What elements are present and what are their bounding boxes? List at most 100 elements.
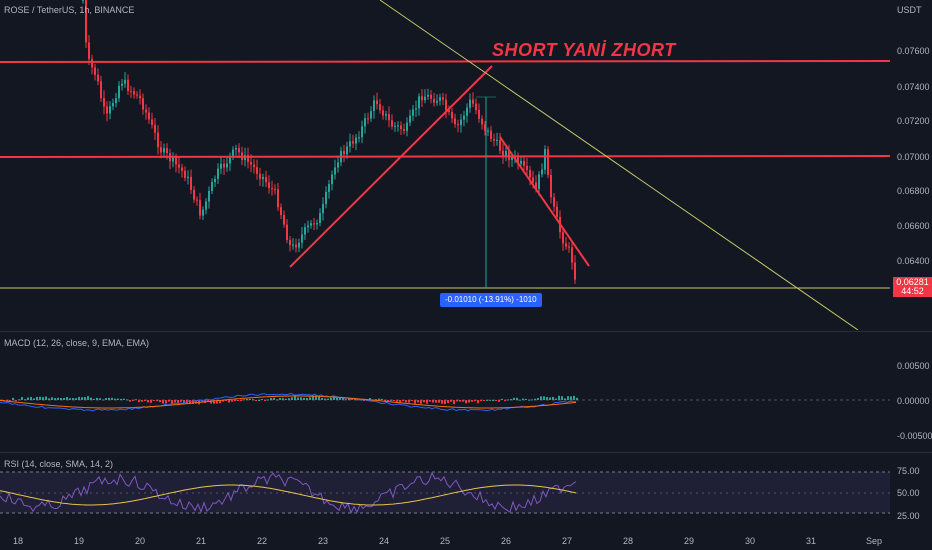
- macd-bar: [453, 400, 455, 405]
- time-label: 30: [744, 536, 756, 546]
- candle-body: [301, 234, 303, 243]
- macd-bar: [93, 398, 95, 400]
- macd-bar: [486, 399, 488, 401]
- macd-bar: [480, 400, 482, 401]
- macd-bar: [378, 398, 380, 400]
- macd-bar: [321, 398, 323, 400]
- rsi-ma-line: [0, 484, 577, 506]
- macd-bar: [87, 396, 89, 400]
- macd-bar: [288, 398, 290, 400]
- candle-body: [472, 99, 474, 104]
- macd-bar: [552, 396, 554, 400]
- macd-bar: [411, 400, 413, 402]
- annotation-text[interactable]: SHORT YANİ ZHORT: [492, 40, 676, 60]
- macd-bar: [294, 396, 296, 400]
- macd-bar: [12, 397, 14, 400]
- candle-body: [457, 124, 459, 126]
- candle-body: [151, 119, 153, 125]
- macd-bar: [474, 400, 476, 402]
- macd-bar: [207, 400, 209, 402]
- candle-body: [436, 100, 438, 103]
- macd-pane[interactable]: MACD (12, 26, close, 9, EMA, EMA) 0.0050…: [0, 332, 932, 452]
- macd-bar: [426, 400, 428, 404]
- candle-body: [463, 115, 465, 120]
- macd-bar: [123, 398, 125, 400]
- resistance-line-upper: [0, 60, 891, 63]
- candle-body: [121, 83, 123, 86]
- macd-bar: [243, 399, 245, 401]
- macd-bar: [441, 400, 443, 404]
- time-label: 24: [378, 536, 390, 546]
- macd-bar: [300, 397, 302, 400]
- macd-bar: [501, 398, 503, 400]
- macd-bar: [408, 400, 410, 403]
- macd-bar: [291, 397, 293, 400]
- macd-bar: [465, 400, 467, 404]
- candle-body: [199, 200, 201, 216]
- macd-bar: [297, 397, 299, 400]
- macd-bar: [126, 399, 128, 401]
- candle-body: [355, 137, 357, 144]
- candle-body: [448, 110, 450, 112]
- macd-bar: [345, 399, 347, 401]
- candle-body: [259, 173, 261, 179]
- macd-bar: [390, 399, 392, 401]
- pane-divider[interactable]: [0, 452, 932, 453]
- time-label: 22: [256, 536, 268, 546]
- price-pane[interactable]: ROSE / TetherUS, 1h, BINANCE USDT SHORT …: [0, 0, 932, 330]
- candle-body: [517, 157, 519, 164]
- macd-bar: [324, 398, 326, 400]
- rsi-pane[interactable]: RSI (14, close, SMA, 14, 2) 75.00 50.00 …: [0, 453, 932, 531]
- candle-body: [196, 199, 198, 201]
- candle-body: [574, 262, 576, 280]
- candle-body: [139, 95, 141, 99]
- macd-bar: [387, 400, 389, 401]
- macd-bar: [528, 399, 530, 401]
- macd-bar: [525, 398, 527, 400]
- macd-bar: [102, 399, 104, 401]
- macd-bar: [462, 400, 464, 402]
- candle-body: [292, 244, 294, 246]
- macd-bar: [336, 397, 338, 400]
- macd-bar: [264, 400, 266, 401]
- candle-body: [319, 213, 321, 224]
- symbol-title[interactable]: ROSE / TetherUS, 1h, BINANCE: [4, 5, 135, 15]
- candle-body: [175, 157, 177, 165]
- macd-bar: [78, 396, 80, 400]
- macd-bar: [363, 400, 365, 401]
- time-label: 21: [195, 536, 207, 546]
- candle-body: [499, 139, 501, 151]
- macd-bar: [576, 397, 578, 400]
- rsi-title[interactable]: RSI (14, close, SMA, 14, 2): [4, 459, 114, 469]
- time-label: Sep: [865, 536, 883, 546]
- candle-body: [373, 100, 375, 112]
- macd-bar: [150, 400, 152, 403]
- candle-body: [295, 244, 297, 248]
- macd-bar: [270, 398, 272, 400]
- macd-bar: [246, 398, 248, 400]
- macd-bar: [282, 398, 284, 400]
- macd-bar: [90, 397, 92, 400]
- candle-body: [328, 184, 330, 192]
- macd-bar: [99, 398, 101, 400]
- candle-body: [553, 197, 555, 207]
- guide-diagonal: [379, 0, 859, 330]
- macd-bar: [471, 400, 473, 402]
- measure-label[interactable]: -0.01010 (-13.91%) -1010: [440, 293, 542, 307]
- macd-bar: [63, 397, 65, 400]
- macd-bar: [9, 400, 11, 401]
- macd-title[interactable]: MACD (12, 26, close, 9, EMA, EMA): [4, 338, 150, 348]
- price-chart[interactable]: [0, 0, 932, 330]
- macd-bar: [564, 398, 566, 400]
- macd-bar: [561, 396, 563, 400]
- candle-body: [541, 169, 543, 175]
- macd-bar: [225, 400, 227, 401]
- macd-bar: [210, 400, 212, 404]
- candle-body: [544, 149, 546, 170]
- candle-body: [337, 162, 339, 168]
- candle-body: [148, 112, 150, 120]
- macd-bar: [549, 397, 551, 400]
- candle-body: [343, 150, 345, 155]
- current-price-badge: 0.06281 44:52: [893, 277, 932, 297]
- pane-divider[interactable]: [0, 331, 932, 332]
